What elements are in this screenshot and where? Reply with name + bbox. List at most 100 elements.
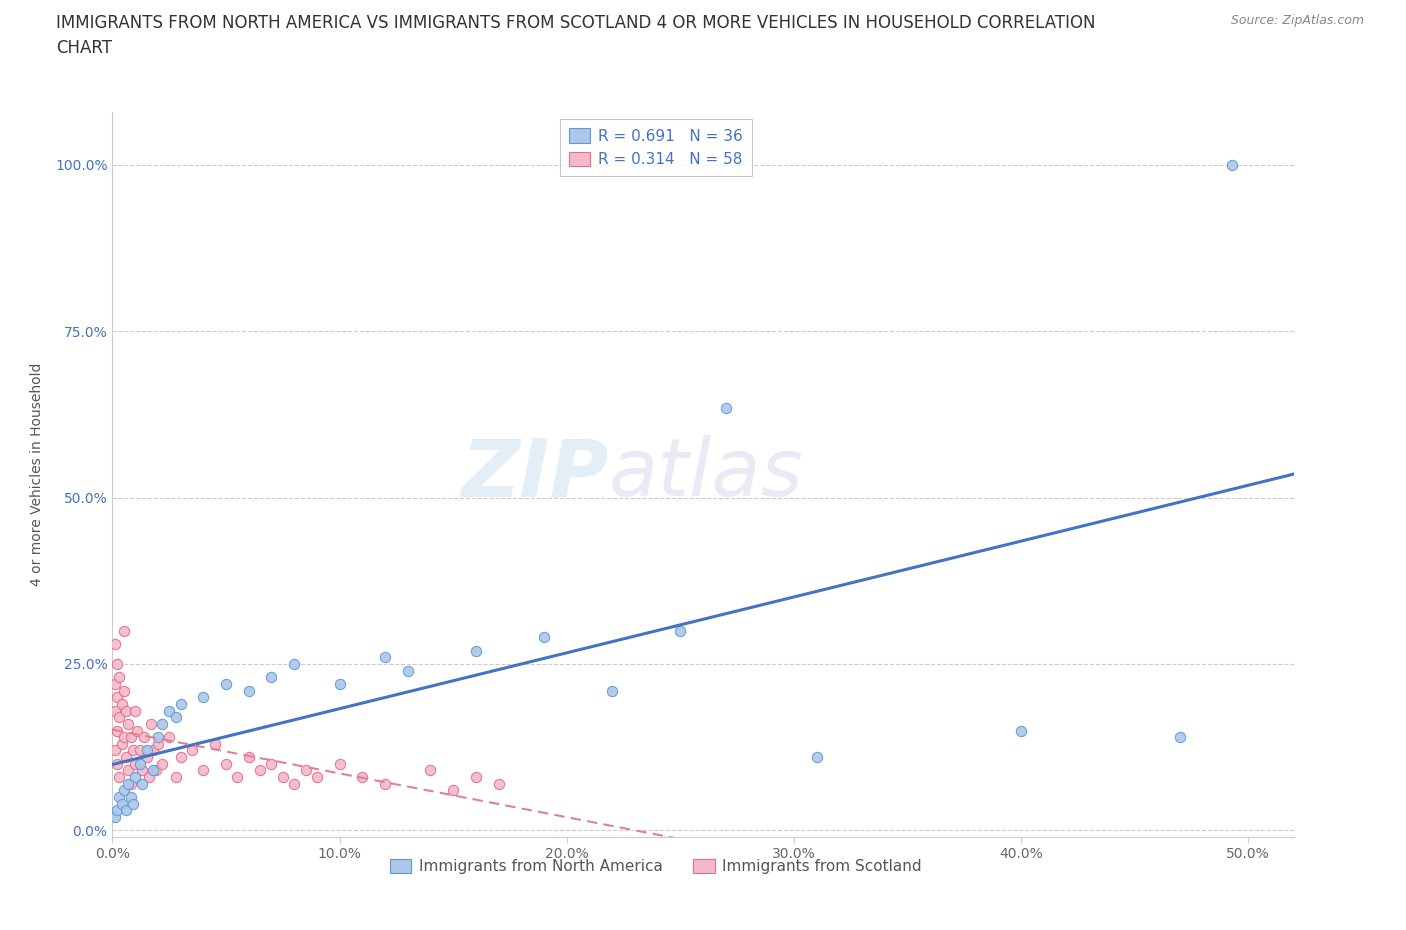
Point — [165, 710, 187, 724]
Point — [131, 763, 153, 777]
Point — [283, 657, 305, 671]
Point — [283, 777, 305, 791]
Text: ZIP: ZIP — [461, 435, 609, 513]
Point — [142, 763, 165, 777]
Point — [169, 750, 191, 764]
Point — [193, 763, 215, 777]
Point — [112, 623, 135, 638]
Point — [169, 697, 191, 711]
Y-axis label: 4 or more Vehicles in Household: 4 or more Vehicles in Household — [30, 363, 44, 586]
Point — [1220, 157, 1243, 172]
Point — [104, 676, 127, 691]
Point — [146, 737, 169, 751]
Point — [260, 756, 283, 771]
Point — [105, 756, 128, 771]
Point — [142, 743, 165, 758]
Text: atlas: atlas — [609, 435, 803, 513]
Point — [105, 690, 128, 705]
Point — [108, 770, 131, 785]
Point — [128, 743, 150, 758]
Point — [600, 684, 623, 698]
Point — [110, 796, 132, 811]
Point — [157, 703, 180, 718]
Point — [260, 670, 283, 684]
Point — [396, 663, 419, 678]
Point — [124, 770, 146, 785]
Point — [238, 750, 260, 764]
Point — [157, 730, 180, 745]
Point — [115, 750, 138, 764]
Point — [146, 730, 169, 745]
Point — [131, 777, 153, 791]
Point — [104, 703, 127, 718]
Point — [806, 750, 828, 764]
Point — [145, 763, 167, 777]
Point — [104, 636, 127, 651]
Point — [374, 777, 396, 791]
Point — [115, 803, 138, 817]
Point — [120, 790, 142, 804]
Point — [714, 400, 737, 415]
Point — [165, 770, 187, 785]
Point — [374, 650, 396, 665]
Point — [419, 763, 441, 777]
Point — [226, 770, 249, 785]
Point — [110, 697, 132, 711]
Point — [105, 803, 128, 817]
Point — [112, 730, 135, 745]
Point — [138, 770, 160, 785]
Point — [135, 743, 157, 758]
Point — [488, 777, 510, 791]
Point — [112, 684, 135, 698]
Point — [152, 716, 174, 731]
Point — [128, 756, 150, 771]
Point — [181, 743, 204, 758]
Point — [135, 750, 157, 764]
Point — [108, 790, 131, 804]
Text: IMMIGRANTS FROM NORTH AMERICA VS IMMIGRANTS FROM SCOTLAND 4 OR MORE VEHICLES IN : IMMIGRANTS FROM NORTH AMERICA VS IMMIGRA… — [56, 14, 1095, 32]
Point — [124, 703, 146, 718]
Point — [533, 630, 555, 644]
Point — [122, 796, 145, 811]
Point — [441, 783, 464, 798]
Point — [329, 676, 352, 691]
Point — [305, 770, 328, 785]
Point — [215, 756, 238, 771]
Point — [105, 657, 128, 671]
Point — [329, 756, 352, 771]
Point — [271, 770, 294, 785]
Point — [249, 763, 271, 777]
Point — [117, 777, 139, 791]
Point — [104, 810, 127, 825]
Point — [1168, 730, 1191, 745]
Point — [464, 644, 486, 658]
Point — [1010, 724, 1032, 738]
Point — [238, 684, 260, 698]
Point — [669, 623, 692, 638]
Point — [294, 763, 316, 777]
Point — [193, 690, 215, 705]
Point — [108, 670, 131, 684]
Point — [120, 777, 142, 791]
Point — [105, 724, 128, 738]
Point — [108, 710, 131, 724]
Point — [115, 703, 138, 718]
Point — [124, 756, 146, 771]
Point — [112, 783, 135, 798]
Point — [110, 737, 132, 751]
Point — [215, 676, 238, 691]
Legend: Immigrants from North America, Immigrants from Scotland: Immigrants from North America, Immigrant… — [384, 853, 928, 880]
Text: Source: ZipAtlas.com: Source: ZipAtlas.com — [1230, 14, 1364, 27]
Point — [139, 716, 162, 731]
Point — [117, 763, 139, 777]
Point — [204, 737, 226, 751]
Point — [120, 730, 142, 745]
Point — [122, 743, 145, 758]
Point — [104, 743, 127, 758]
Point — [117, 716, 139, 731]
Point — [134, 730, 156, 745]
Point — [152, 756, 174, 771]
Point — [127, 724, 149, 738]
Point — [464, 770, 486, 785]
Point — [352, 770, 374, 785]
